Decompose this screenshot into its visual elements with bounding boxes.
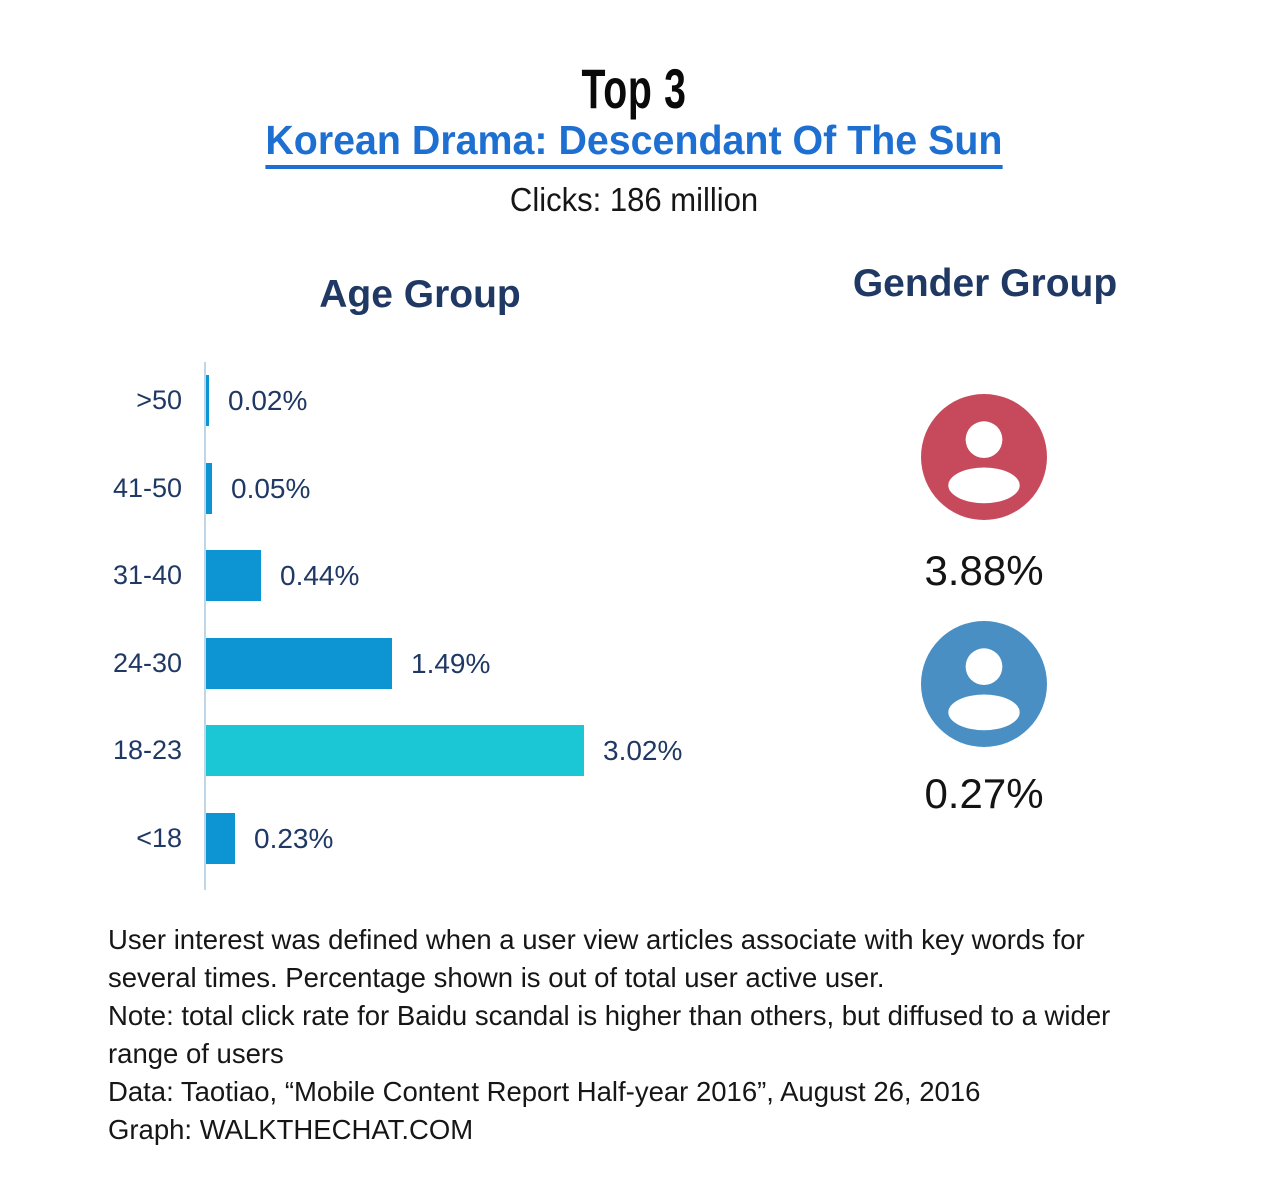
gender-value-blue: 0.27% bbox=[924, 770, 1044, 817]
age-value-label: 0.44% bbox=[280, 560, 360, 591]
age-category-label: <18 bbox=[136, 823, 182, 853]
clicks-subtitle: Clicks: 186 million bbox=[0, 181, 1268, 219]
footnote-line: User interest was defined when a user vi… bbox=[108, 924, 1085, 955]
age-category-label: 18-23 bbox=[112, 735, 182, 765]
chart-axis-line bbox=[204, 362, 206, 890]
age-category-label: 31-40 bbox=[112, 560, 182, 590]
person-icon bbox=[921, 621, 1047, 747]
footnote-line: Note: total click rate for Baidu scandal… bbox=[108, 1000, 1111, 1031]
age-bar bbox=[206, 550, 261, 601]
footnote-line: several times. Percentage shown is out o… bbox=[108, 962, 885, 993]
footnote-line: Data: Taotiao, “Mobile Content Report Ha… bbox=[108, 1076, 981, 1107]
page-title-text: Top 3 bbox=[581, 57, 687, 120]
age-value-label: 1.49% bbox=[411, 648, 491, 679]
age-group-heading: Age Group bbox=[319, 273, 521, 316]
age-category-label: >50 bbox=[136, 385, 182, 415]
person-icon bbox=[921, 394, 1047, 520]
age-value-label: 3.02% bbox=[603, 735, 683, 766]
drama-title-link[interactable]: Korean Drama: Descendant Of The Sun bbox=[265, 117, 1003, 170]
age-bar bbox=[206, 725, 584, 776]
age-value-label: 0.02% bbox=[228, 385, 308, 416]
age-bar bbox=[206, 463, 212, 514]
footnote-line: range of users bbox=[108, 1038, 284, 1069]
age-category-label: 41-50 bbox=[112, 473, 182, 503]
age-bar bbox=[206, 638, 392, 689]
age-value-label: 0.05% bbox=[231, 473, 311, 504]
gender-value-red: 3.88% bbox=[924, 547, 1044, 594]
age-value-label: 0.23% bbox=[254, 823, 334, 854]
gender-group-heading: Gender Group bbox=[852, 262, 1118, 305]
drama-title-row: Korean Drama: Descendant Of The Sun bbox=[0, 117, 1268, 170]
age-bar bbox=[206, 813, 235, 864]
age-bar bbox=[206, 375, 209, 426]
clicks-subtitle-text: Clicks: 186 million bbox=[509, 181, 759, 218]
footnote-line: Graph: WALKTHECHAT.COM bbox=[108, 1114, 474, 1145]
footnotes: User interest was defined when a user vi… bbox=[108, 921, 1110, 1149]
page-title: Top 3 bbox=[0, 56, 1268, 121]
age-category-label: 24-30 bbox=[112, 648, 182, 678]
